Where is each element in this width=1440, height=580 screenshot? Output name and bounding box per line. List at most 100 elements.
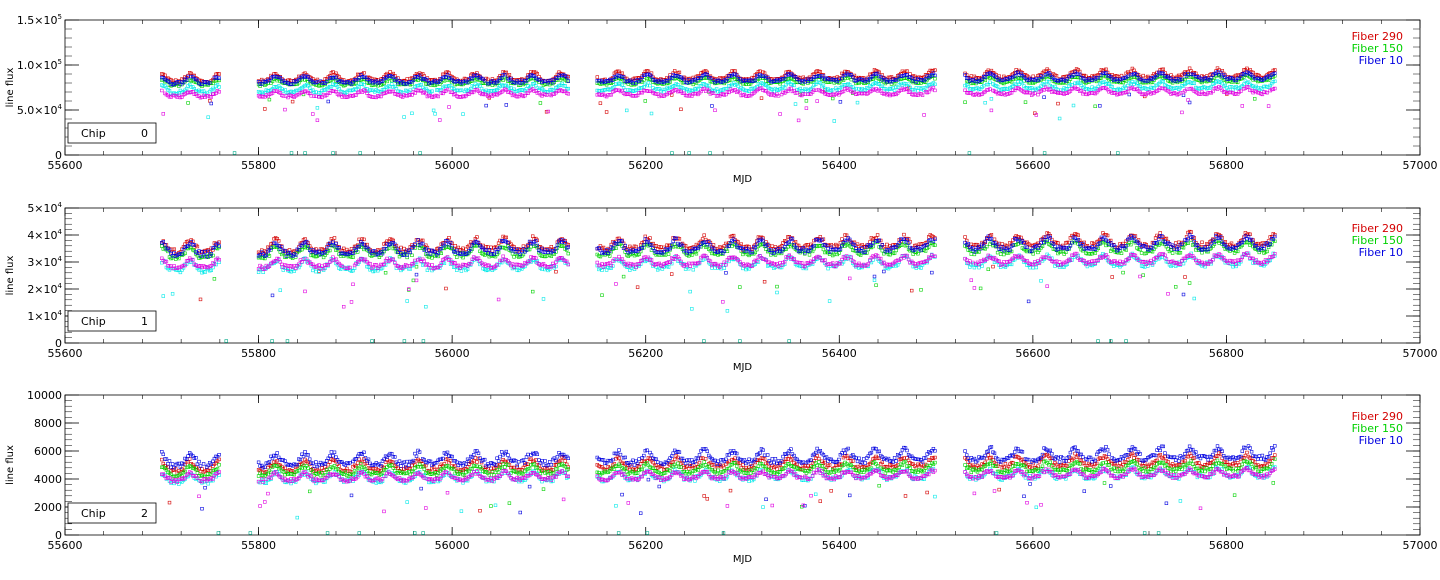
data-point xyxy=(1058,117,1061,120)
scatter-points xyxy=(160,67,1276,155)
data-point xyxy=(1174,285,1177,288)
data-point xyxy=(714,109,717,112)
data-point xyxy=(993,238,996,241)
data-point xyxy=(454,244,457,247)
data-point xyxy=(485,104,488,107)
data-point xyxy=(601,294,604,297)
data-point xyxy=(359,152,362,155)
x-tick-label: 56800 xyxy=(1209,347,1244,360)
chip-number: 0 xyxy=(141,127,148,140)
data-point xyxy=(263,108,266,111)
data-point xyxy=(213,277,216,280)
data-point xyxy=(839,241,842,244)
data-point xyxy=(1032,75,1035,78)
data-point xyxy=(1024,101,1027,104)
data-point xyxy=(389,71,392,74)
data-point xyxy=(881,249,884,252)
y-tick-label: 1.0×105 xyxy=(17,58,62,72)
x-tick-label: 55800 xyxy=(241,159,276,172)
data-point xyxy=(1128,93,1131,96)
y-tick-exponent: 5 xyxy=(58,13,62,21)
data-point xyxy=(438,119,441,122)
data-point xyxy=(647,81,650,84)
data-point xyxy=(233,152,236,155)
data-point xyxy=(1057,102,1060,105)
data-point xyxy=(1072,104,1075,107)
data-point xyxy=(187,102,190,105)
data-point xyxy=(1140,252,1143,255)
data-point xyxy=(1098,104,1101,107)
y-tick-base: 1.5×10 xyxy=(17,14,58,27)
data-point xyxy=(1241,105,1244,108)
data-point xyxy=(934,77,937,80)
data-point xyxy=(260,249,263,252)
data-point xyxy=(1043,96,1046,99)
data-point xyxy=(909,73,912,76)
data-point xyxy=(1094,105,1097,108)
y-tick-base: 5×10 xyxy=(27,202,57,215)
data-point xyxy=(555,270,558,273)
data-point xyxy=(1201,241,1204,244)
data-point xyxy=(210,102,213,105)
data-point xyxy=(808,253,811,256)
data-point xyxy=(1122,271,1125,274)
data-point xyxy=(1182,94,1185,97)
data-point xyxy=(763,280,766,283)
y-tick-base: 3×10 xyxy=(27,256,57,269)
data-point xyxy=(794,103,797,106)
data-point xyxy=(291,100,294,103)
data-point xyxy=(688,152,691,155)
data-point xyxy=(779,113,782,116)
data-point xyxy=(886,243,889,246)
data-point xyxy=(455,256,458,259)
data-point xyxy=(1142,274,1145,277)
data-point xyxy=(1159,232,1162,235)
data-point xyxy=(797,119,800,122)
y-tick-label: 2×104 xyxy=(27,282,62,296)
data-point xyxy=(990,97,993,100)
data-point xyxy=(284,108,287,111)
data-point xyxy=(738,286,741,289)
y-tick-label: 1.5×105 xyxy=(17,13,62,27)
x-tick-label: 56400 xyxy=(822,347,857,360)
data-point xyxy=(316,106,319,109)
y-tick-label: 1×104 xyxy=(27,309,62,323)
data-point xyxy=(333,237,336,240)
y-tick-label: 5.0×104 xyxy=(17,103,63,117)
data-point xyxy=(636,286,639,289)
data-point xyxy=(709,152,712,155)
data-point xyxy=(311,113,314,116)
data-point xyxy=(1253,97,1256,100)
data-point xyxy=(650,112,653,115)
data-point xyxy=(644,100,647,103)
y-tick-exponent: 4 xyxy=(58,255,63,263)
data-point xyxy=(403,247,406,250)
data-point xyxy=(596,76,599,79)
data-point xyxy=(403,116,406,119)
data-point xyxy=(841,238,844,241)
data-point xyxy=(805,99,808,102)
data-point xyxy=(162,112,165,115)
data-point xyxy=(491,249,494,252)
x-tick-label: 56800 xyxy=(1209,159,1244,172)
data-point xyxy=(984,101,987,104)
x-tick-label: 56200 xyxy=(628,159,663,172)
y-axis-label: line flux xyxy=(5,68,16,108)
data-point xyxy=(199,298,202,301)
x-tick-label: 55800 xyxy=(241,347,276,360)
y-tick-base: 2×10 xyxy=(27,283,57,296)
data-point xyxy=(531,235,534,238)
y-tick-base: 1.0×10 xyxy=(17,59,58,72)
plot-frame xyxy=(65,208,1420,343)
data-point xyxy=(432,109,435,112)
data-point xyxy=(411,112,414,115)
y-tick-exponent: 4 xyxy=(58,103,63,111)
data-point xyxy=(411,254,414,257)
data-point xyxy=(670,273,673,276)
legend-entry: Fiber 10 xyxy=(1359,54,1403,67)
x-tick-label: 56600 xyxy=(1015,159,1050,172)
data-point xyxy=(207,116,210,119)
data-point xyxy=(992,265,995,268)
data-point xyxy=(964,236,967,239)
